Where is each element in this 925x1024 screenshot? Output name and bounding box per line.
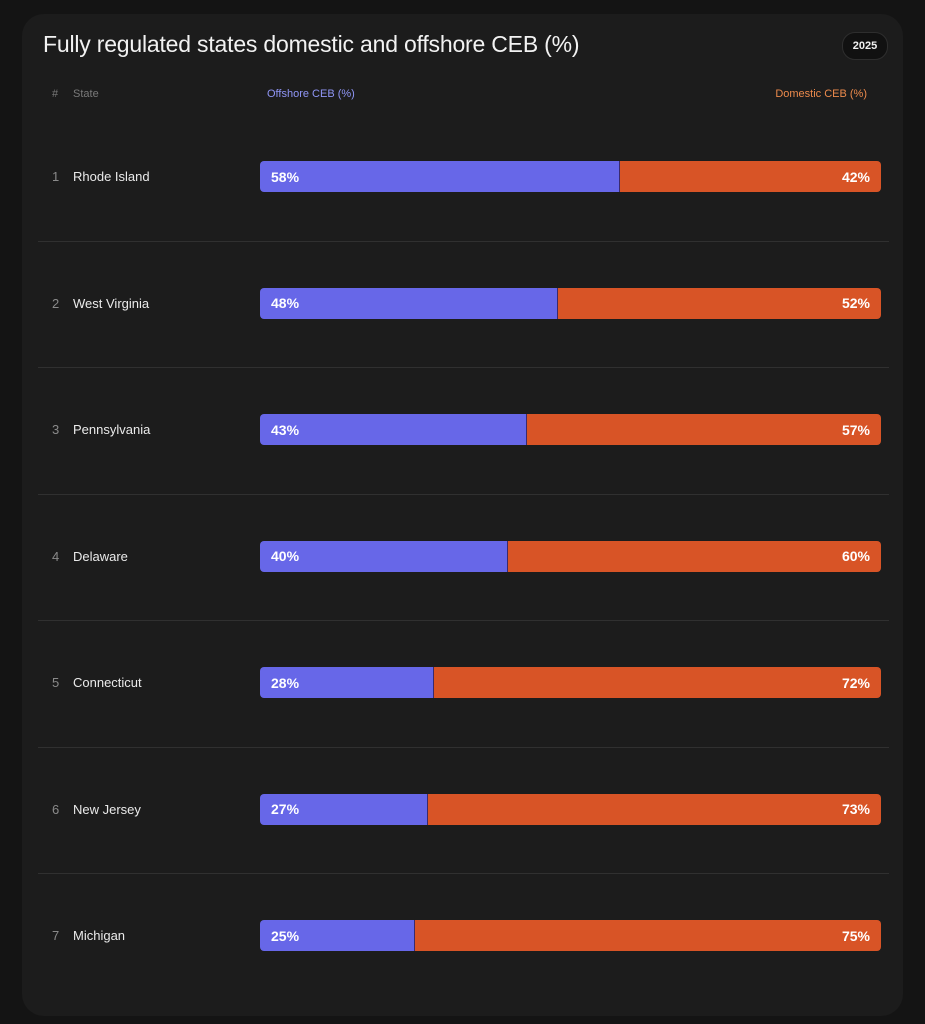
state-name: Delaware: [73, 548, 128, 564]
table-row: 7 Michigan 25% 75%: [38, 873, 889, 999]
state-column-header: State: [73, 88, 99, 100]
row-divider: [38, 746, 889, 748]
domestic-value-label: 42%: [841, 168, 870, 185]
domestic-value-label: 52%: [841, 295, 870, 311]
state-name: West Virginia: [73, 295, 150, 311]
domestic-value-label: 75%: [841, 927, 870, 944]
domestic-value-label: 57%: [841, 421, 870, 438]
stacked-bar[interactable]: 27% 73%: [260, 793, 881, 825]
stacked-bar[interactable]: 25% 75%: [260, 920, 881, 951]
domestic-value-label: 72%: [841, 674, 870, 691]
domestic-bar-segment[interactable]: 57%: [527, 414, 881, 445]
offshore-bar-segment[interactable]: 28%: [260, 667, 434, 698]
stacked-bar[interactable]: 48% 52%: [260, 287, 881, 319]
table-row: 6 New Jersey 27% 73%: [38, 747, 889, 873]
state-name: New Jersey: [73, 801, 141, 817]
table-row: 5 Connecticut 28% 72%: [38, 620, 889, 746]
state-name: Michigan: [73, 928, 126, 943]
stacked-bar[interactable]: 43% 57%: [260, 414, 881, 445]
offshore-value-label: 58%: [271, 168, 300, 185]
domestic-bar-segment[interactable]: 60%: [508, 540, 881, 572]
chart-title: Fully regulated states domestic and offs…: [43, 31, 580, 57]
offshore-value-label: 40%: [271, 548, 300, 564]
offshore-bar-segment[interactable]: 40%: [260, 540, 509, 572]
stacked-bar[interactable]: 40% 60%: [260, 540, 881, 572]
table-row: 3 Pennsylvania 43% 57%: [38, 367, 889, 493]
offshore-bar-segment[interactable]: 27%: [260, 793, 428, 825]
rank-number: 3: [52, 422, 60, 437]
offshore-bar-segment[interactable]: 25%: [260, 920, 416, 951]
domestic-column-header: Domestic CEB (%): [775, 88, 867, 100]
row-divider: [38, 620, 889, 621]
table-row: 4 Delaware 40% 60%: [38, 494, 889, 620]
domestic-bar-segment[interactable]: 73%: [427, 793, 881, 825]
row-divider: [38, 493, 889, 495]
offshore-value-label: 48%: [271, 295, 300, 311]
domestic-bar-segment[interactable]: 52%: [558, 287, 881, 319]
offshore-value-label: 43%: [271, 421, 300, 438]
offshore-value-label: 25%: [271, 927, 300, 944]
year-badge[interactable]: 2025: [842, 32, 888, 60]
domestic-bar-segment[interactable]: 75%: [415, 920, 881, 951]
table-row: 2 West Virginia 48% 52%: [38, 241, 889, 367]
chart-card: Fully regulated states domestic and offs…: [22, 14, 903, 1016]
offshore-bar-segment[interactable]: 43%: [260, 414, 528, 445]
offshore-value-label: 27%: [271, 801, 300, 817]
state-name: Pennsylvania: [73, 422, 151, 437]
state-name: Rhode Island: [73, 169, 150, 184]
rank-number: 1: [52, 169, 60, 184]
offshore-bar-segment[interactable]: 48%: [260, 287, 559, 319]
domestic-bar-segment[interactable]: 42%: [620, 161, 881, 192]
stacked-bar[interactable]: 28% 72%: [260, 667, 881, 698]
rank-column-header: #: [52, 88, 59, 100]
domestic-value-label: 73%: [841, 801, 870, 817]
rank-number: 7: [52, 928, 60, 943]
row-divider: [38, 240, 889, 242]
stacked-bar[interactable]: 58% 42%: [260, 161, 881, 192]
offshore-value-label: 28%: [271, 674, 300, 691]
rank-number: 5: [52, 675, 60, 690]
domestic-bar-segment[interactable]: 72%: [433, 667, 881, 698]
offshore-bar-segment[interactable]: 58%: [260, 161, 621, 192]
table-row: 1 Rhode Island 58% 42%: [38, 114, 889, 240]
rank-number: 4: [52, 548, 60, 564]
state-name: Connecticut: [73, 675, 142, 690]
domestic-value-label: 60%: [841, 548, 870, 564]
rank-number: 6: [52, 801, 60, 817]
rank-number: 2: [52, 295, 60, 311]
row-divider: [38, 873, 889, 874]
offshore-column-header: Offshore CEB (%): [267, 88, 355, 100]
row-divider: [38, 367, 889, 368]
